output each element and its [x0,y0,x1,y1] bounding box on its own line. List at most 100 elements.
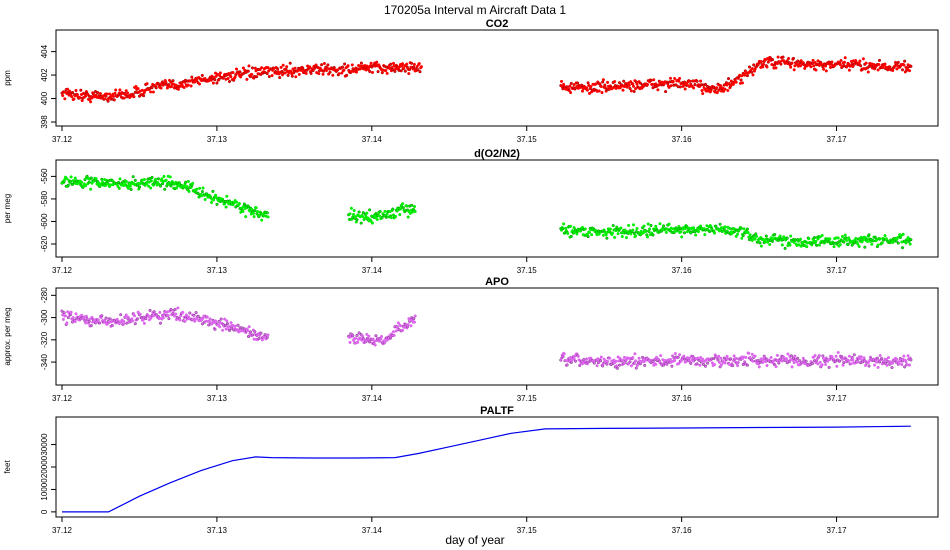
data-point [908,242,912,246]
data-point [830,60,834,64]
data-point [671,79,675,84]
data-point [73,319,77,324]
data-point [813,353,817,358]
data-point [80,313,84,317]
data-point [636,363,640,367]
data-point [698,363,702,367]
panel-title: d(O2/N2) [474,148,520,160]
data-point [785,236,789,240]
data-point [398,324,403,328]
y-tick-label: 404 [40,44,49,58]
data-point [184,180,188,184]
data-point [124,179,128,183]
data-point [361,211,365,215]
data-point [719,363,724,367]
data-point [407,72,411,76]
data-point [787,56,791,61]
data-point [70,95,74,99]
data-point [71,316,75,320]
data-point [592,361,596,365]
data-point [870,242,874,246]
data-point [885,363,889,367]
x-axis-label: day of year [445,533,504,547]
data-point [354,70,359,74]
data-point [218,71,222,75]
data-point [745,74,749,78]
data-point [260,218,264,222]
data-point [658,222,662,226]
data-point [790,365,794,369]
data-point [732,354,736,358]
x-tick-label: 37.15 [517,394,538,403]
data-point [251,211,255,215]
data-point [147,314,151,318]
data-point [765,65,769,69]
data-point [812,236,817,240]
data-point [651,233,655,237]
data-point [251,333,255,337]
data-point [629,89,633,93]
panel-4: PALTF feet 37.12 37.13 37.14 37.15 37.16 37.17 0… [3,405,939,535]
data-point [69,310,73,314]
data-point [219,317,223,321]
data-point [121,319,126,323]
data-point [664,230,668,234]
data-point [740,74,744,78]
data-point [576,354,580,358]
data-point [895,67,899,71]
data-point [814,239,818,243]
data-point [357,210,361,214]
data-point [867,233,871,237]
data-point [170,85,174,89]
data-point [384,69,388,73]
data-point [774,66,778,70]
data-point [200,190,204,194]
y-tick-label: 20000 [40,455,49,478]
data-point [270,74,274,78]
data-point [63,314,68,318]
data-point [600,91,604,95]
y-tick-label: 0 [40,509,49,514]
data-point [873,235,877,239]
data-point [840,355,844,359]
data-point [228,328,232,332]
y-tick-label: -580 [40,190,49,207]
data-point [836,236,840,240]
data-point [398,213,402,217]
data-point [880,241,884,245]
data-point [608,227,612,231]
data-point [726,77,731,81]
data-point [838,63,842,67]
data-point [144,317,148,321]
data-point [747,235,751,239]
data-point [751,359,755,363]
data-point [851,358,855,362]
data-point [118,88,122,92]
data-point [150,86,154,90]
data-point [573,359,578,363]
data-point [405,62,409,66]
data-point [904,360,908,364]
data-point [340,71,344,75]
data-point [410,203,414,207]
data-point [375,217,379,222]
data-point [832,245,836,249]
data-point [701,92,705,96]
data-point [673,352,677,356]
data-point [301,66,305,70]
data-point [752,63,756,67]
data-point [839,58,843,63]
data-point [601,364,605,368]
data-point [304,71,308,75]
data-point [321,72,325,76]
series-segment-2 [559,55,913,96]
data-point [418,70,422,74]
data-point [903,59,907,63]
data-point [200,322,204,326]
panel-3: APO approx. per meg 37.12 37.13 37.14 37.15 37… [3,276,939,403]
data-point [645,82,650,87]
data-point [113,91,117,95]
data-point [739,226,743,230]
data-point [132,95,136,99]
data-point [142,94,146,98]
